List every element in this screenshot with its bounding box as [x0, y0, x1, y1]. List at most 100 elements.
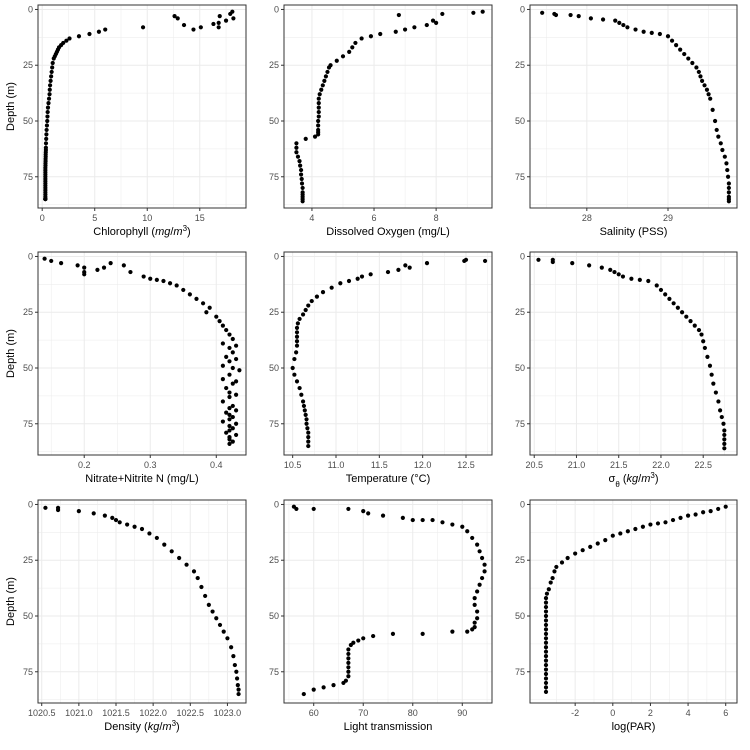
data-point-nitrate [233, 432, 239, 438]
data-point-nitrate [220, 377, 225, 382]
x-tick-label: 70 [358, 708, 368, 718]
y-tick-label: 0 [520, 499, 525, 509]
x-axis-label: Chlorophyll (mg/m3) [93, 224, 190, 239]
data-point-nitrate [194, 296, 199, 301]
data-point-par [543, 689, 549, 694]
data-point-density [43, 505, 48, 510]
data-point-salinity [568, 12, 573, 18]
y-tick-label: 25 [23, 555, 33, 565]
data-point-oxygen [298, 167, 304, 173]
data-point-sigma [620, 274, 626, 279]
data-point-oxygen [298, 163, 303, 168]
data-point-sigma [719, 414, 724, 420]
data-point-temperature [309, 298, 314, 304]
x-axis-label: Salinity (PSS) [600, 226, 668, 238]
data-point-par [685, 513, 691, 518]
data-point-density [110, 515, 115, 520]
data-point-salinity [576, 14, 581, 19]
data-point-light [346, 665, 351, 670]
data-point-nitrate [101, 265, 107, 270]
data-point-par [543, 622, 549, 628]
data-point-temperature [292, 356, 297, 362]
data-point-oxygen [316, 132, 321, 137]
data-point-nitrate [227, 441, 232, 446]
data-point-oxygen [393, 29, 398, 34]
y-tick-label: 50 [269, 116, 279, 126]
data-point-light [482, 569, 487, 574]
data-point-par [543, 613, 549, 619]
data-point-light [380, 513, 386, 518]
data-point-salinity [725, 174, 731, 179]
x-tick-label: 0.2 [78, 460, 91, 470]
data-point-sigma [713, 390, 718, 395]
data-point-sigma [699, 332, 704, 337]
panel-border [37, 251, 247, 456]
data-point-chlorophyll [175, 16, 180, 21]
data-point-par [543, 627, 549, 632]
y-axis-label: Depth (m) [5, 82, 17, 131]
x-axis-label: Temperature (°C) [346, 473, 430, 485]
data-point-nitrate [227, 390, 232, 395]
x-tick-label: 12.0 [414, 460, 432, 470]
data-point-light [475, 542, 480, 547]
data-point-nitrate [75, 263, 80, 268]
data-point-oxygen [299, 181, 305, 186]
data-point-light [346, 660, 351, 665]
data-point-par [543, 662, 549, 668]
data-point-density [229, 645, 234, 650]
data-point-temperature [303, 412, 308, 417]
data-point-sigma [716, 399, 721, 404]
data-point-nitrate [227, 332, 232, 337]
data-point-sigma [570, 261, 575, 266]
x-tick-label: 21.0 [568, 460, 586, 470]
data-point-par [543, 609, 549, 614]
data-point-oxygen [298, 172, 304, 177]
data-point-salinity [625, 25, 630, 30]
data-point-chlorophyll [45, 114, 50, 119]
data-point-temperature [306, 430, 311, 435]
data-point-nitrate [161, 278, 166, 284]
data-point-par [588, 544, 593, 549]
data-point-chlorophyll [46, 96, 52, 101]
data-point-light [477, 582, 482, 587]
data-point-par [543, 654, 549, 659]
data-point-sigma [696, 327, 702, 333]
data-point-nitrate [108, 261, 113, 266]
data-point-density [76, 509, 81, 514]
data-point-light [472, 602, 477, 607]
data-point-par [648, 522, 653, 527]
data-point-temperature [292, 372, 297, 377]
data-point-light [346, 669, 351, 674]
data-point-sigma [536, 257, 541, 262]
data-point-par [633, 526, 638, 532]
data-point-chlorophyll [47, 92, 52, 97]
data-point-oxygen [316, 105, 321, 110]
data-point-oxygen [471, 10, 476, 15]
data-point-sigma [612, 269, 617, 275]
data-point-oxygen [378, 31, 383, 37]
data-point-sigma [637, 277, 642, 282]
data-point-sigma [646, 278, 651, 284]
panel-light: 60 70 80 90 0 25 50 75 Light transmission [269, 499, 493, 733]
data-point-sigma [709, 372, 714, 377]
data-point-salinity [641, 29, 646, 34]
panel-salinity: 28 29 0 25 50 75 Salinity (PSS) [515, 4, 738, 238]
data-point-light [472, 620, 477, 625]
data-point-light [346, 651, 351, 657]
y-tick-label: 75 [23, 419, 33, 429]
data-point-temperature [294, 339, 300, 344]
data-point-oxygen [297, 159, 302, 164]
data-point-temperature [294, 343, 300, 348]
data-point-chlorophyll [46, 101, 51, 106]
y-tick-label: 0 [274, 4, 279, 14]
data-point-temperature [300, 399, 306, 404]
data-point-nitrate [230, 350, 235, 355]
data-point-par [543, 640, 549, 645]
data-point-nitrate [237, 368, 242, 373]
data-point-par [543, 600, 549, 605]
data-point-temperature [304, 417, 309, 422]
data-point-nitrate [167, 281, 173, 286]
data-point-sigma [667, 296, 672, 301]
y-tick-label: 50 [515, 363, 525, 373]
panel-border [529, 251, 738, 456]
